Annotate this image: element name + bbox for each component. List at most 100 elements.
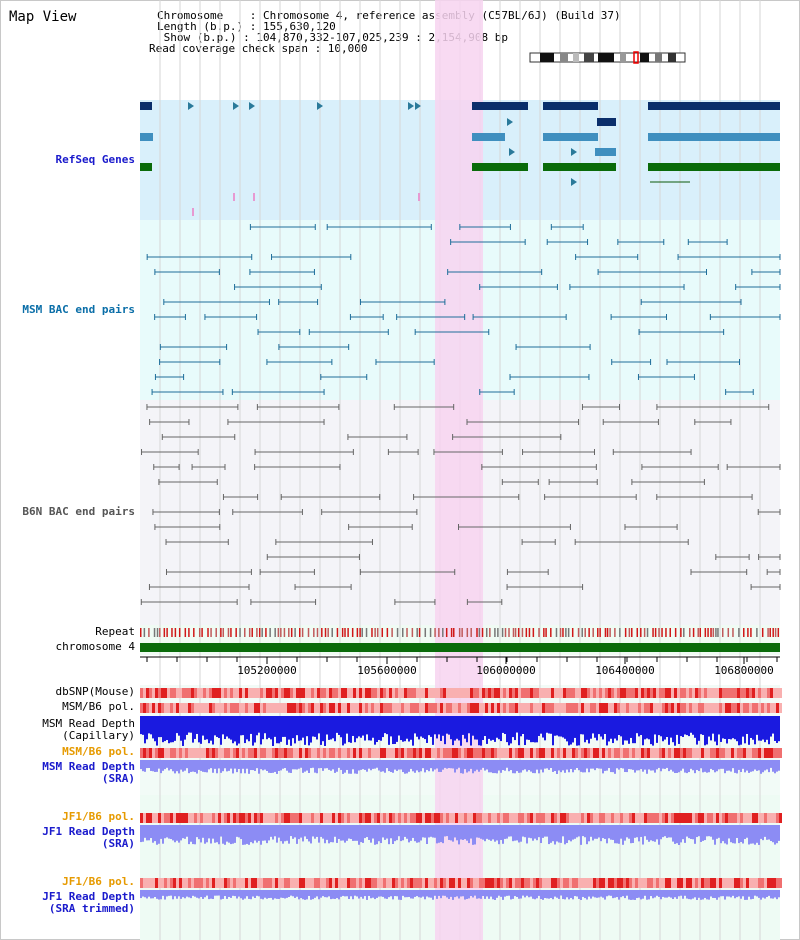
- polymorphism-cell: [704, 813, 707, 823]
- jf1-depth-sra-bar: [390, 825, 392, 839]
- repeat-element: [604, 628, 607, 637]
- polymorphism-cell: [608, 703, 611, 713]
- polymorphism-cell: [290, 703, 293, 713]
- repeat-element: [438, 628, 440, 637]
- b6n-bac-label[interactable]: B6N BAC end pairs: [22, 505, 135, 518]
- jf1-depth-trimmed-bar: [512, 890, 514, 899]
- polymorphism-cell: [335, 878, 338, 888]
- repeat-element: [359, 628, 361, 637]
- jf1-depth-sra-bar: [730, 825, 732, 843]
- jf1-depth-trimmed-bar: [772, 890, 774, 899]
- polymorphism-cell: [479, 878, 482, 888]
- msm-bac-label[interactable]: MSM BAC end pairs: [22, 303, 135, 316]
- msm-depth-capillary-bar: [460, 716, 462, 746]
- msm-depth-capillary-bar: [666, 716, 668, 738]
- polymorphism-cell: [350, 878, 353, 888]
- msm-depth-sra-bar: [208, 760, 210, 770]
- polymorphism-cell: [647, 688, 650, 698]
- jf1-depth-sra-bar: [232, 825, 234, 844]
- polymorphism-cell: [476, 703, 479, 713]
- jf1-depth-trimmed-bar: [458, 890, 460, 899]
- msm-depth-sra-bar: [378, 760, 380, 771]
- polymorphism-cell: [464, 688, 467, 698]
- polymorphism-cell: [374, 878, 377, 888]
- jf1-depth-trimmed-bar: [554, 890, 556, 897]
- jf1-depth-sra-bar: [694, 825, 696, 844]
- polymorphism-cell: [578, 703, 581, 713]
- polymorphism-cell: [215, 813, 218, 823]
- jf1-depth-sra-bar: [376, 825, 378, 845]
- polymorphism-cell: [329, 813, 332, 823]
- jf1-depth-sra-bar: [300, 825, 302, 838]
- msm-depth-capillary-bar: [572, 716, 574, 743]
- polymorphism-cell: [365, 748, 368, 758]
- polymorphism-cell: [365, 703, 368, 713]
- jf1-depth-trimmed-bar: [768, 890, 770, 896]
- msm-depth-capillary-bar: [686, 716, 688, 736]
- repeat-element: [692, 628, 695, 637]
- polymorphism-cell: [278, 813, 281, 823]
- polymorphism-cell: [281, 748, 284, 758]
- polymorphism-cell: [632, 813, 635, 823]
- polymorphism-cell: [197, 748, 200, 758]
- polymorphism-cell: [716, 703, 719, 713]
- polymorphism-cell: [398, 703, 401, 713]
- polymorphism-cell: [554, 813, 557, 823]
- jf1-depth-trimmed-bar: [284, 890, 286, 899]
- jf1-depth-trimmed-bar: [376, 890, 378, 898]
- msm-depth-capillary-bar: [344, 716, 346, 744]
- msm-depth-capillary-bar: [660, 716, 662, 737]
- jf1-depth-sra-bar: [274, 825, 276, 837]
- msm-depth-sra-bar: [398, 760, 400, 770]
- polymorphism-cell: [404, 878, 407, 888]
- gene-feature: [472, 163, 528, 171]
- polymorphism-cell: [521, 813, 524, 823]
- jf1-depth-trimmed-bar: [394, 890, 396, 897]
- repeat-element: [210, 628, 212, 637]
- polymorphism-cell: [446, 688, 449, 698]
- polymorphism-cell: [587, 703, 590, 713]
- gene-feature: [140, 133, 153, 141]
- msm-depth-capillary-bar: [546, 716, 548, 733]
- jf1-depth-trimmed-bar: [342, 890, 344, 896]
- polymorphism-cell: [170, 813, 173, 823]
- polymorphism-cell: [239, 703, 242, 713]
- polymorphism-cell: [566, 813, 569, 823]
- repeat-element: [609, 628, 611, 637]
- polymorphism-cell: [773, 748, 776, 758]
- msm-depth-sra-bar: [544, 760, 546, 769]
- polymorphism-cell: [500, 878, 503, 888]
- polymorphism-cell: [644, 748, 647, 758]
- polymorphism-cell: [449, 703, 452, 713]
- msm-depth-sra-bar: [230, 760, 232, 769]
- polymorphism-cell: [635, 813, 638, 823]
- repeat-element: [406, 628, 408, 637]
- repeat-element: [344, 628, 346, 637]
- jf1-depth-trimmed-bar: [534, 890, 536, 900]
- polymorphism-cell: [182, 688, 185, 698]
- msm-depth-capillary-bar: [734, 716, 736, 740]
- gene-marker: [418, 193, 420, 201]
- polymorphism-cell: [488, 748, 491, 758]
- msm-depth-sra-bar: [268, 760, 270, 773]
- polymorphism-cell: [275, 813, 278, 823]
- msm-depth-sra-bar: [712, 760, 714, 771]
- dbsnp-label: dbSNP(Mouse): [55, 685, 135, 698]
- polymorphism-cell: [341, 703, 344, 713]
- refseq-label[interactable]: RefSeq Genes: [55, 153, 135, 166]
- msm-depth-sra-bar: [298, 760, 300, 769]
- msm-depth-capillary-bar: [626, 716, 628, 741]
- jf1-depth-trimmed-bar: [736, 890, 738, 898]
- repeat-element: [559, 628, 562, 637]
- jf1-depth-sra-bar: [752, 825, 754, 844]
- polymorphism-cell: [422, 813, 425, 823]
- polymorphism-cell: [398, 813, 401, 823]
- polymorphism-cell: [515, 703, 518, 713]
- jf1-depth-trimmed-bar: [680, 890, 682, 896]
- polymorphism-cell: [479, 813, 482, 823]
- jf1-depth-trimmed-bar: [370, 890, 372, 899]
- msm-depth-sra-bar: [462, 760, 464, 774]
- msm-depth-capillary-bar: [682, 716, 684, 738]
- gene-arrow: [408, 102, 414, 110]
